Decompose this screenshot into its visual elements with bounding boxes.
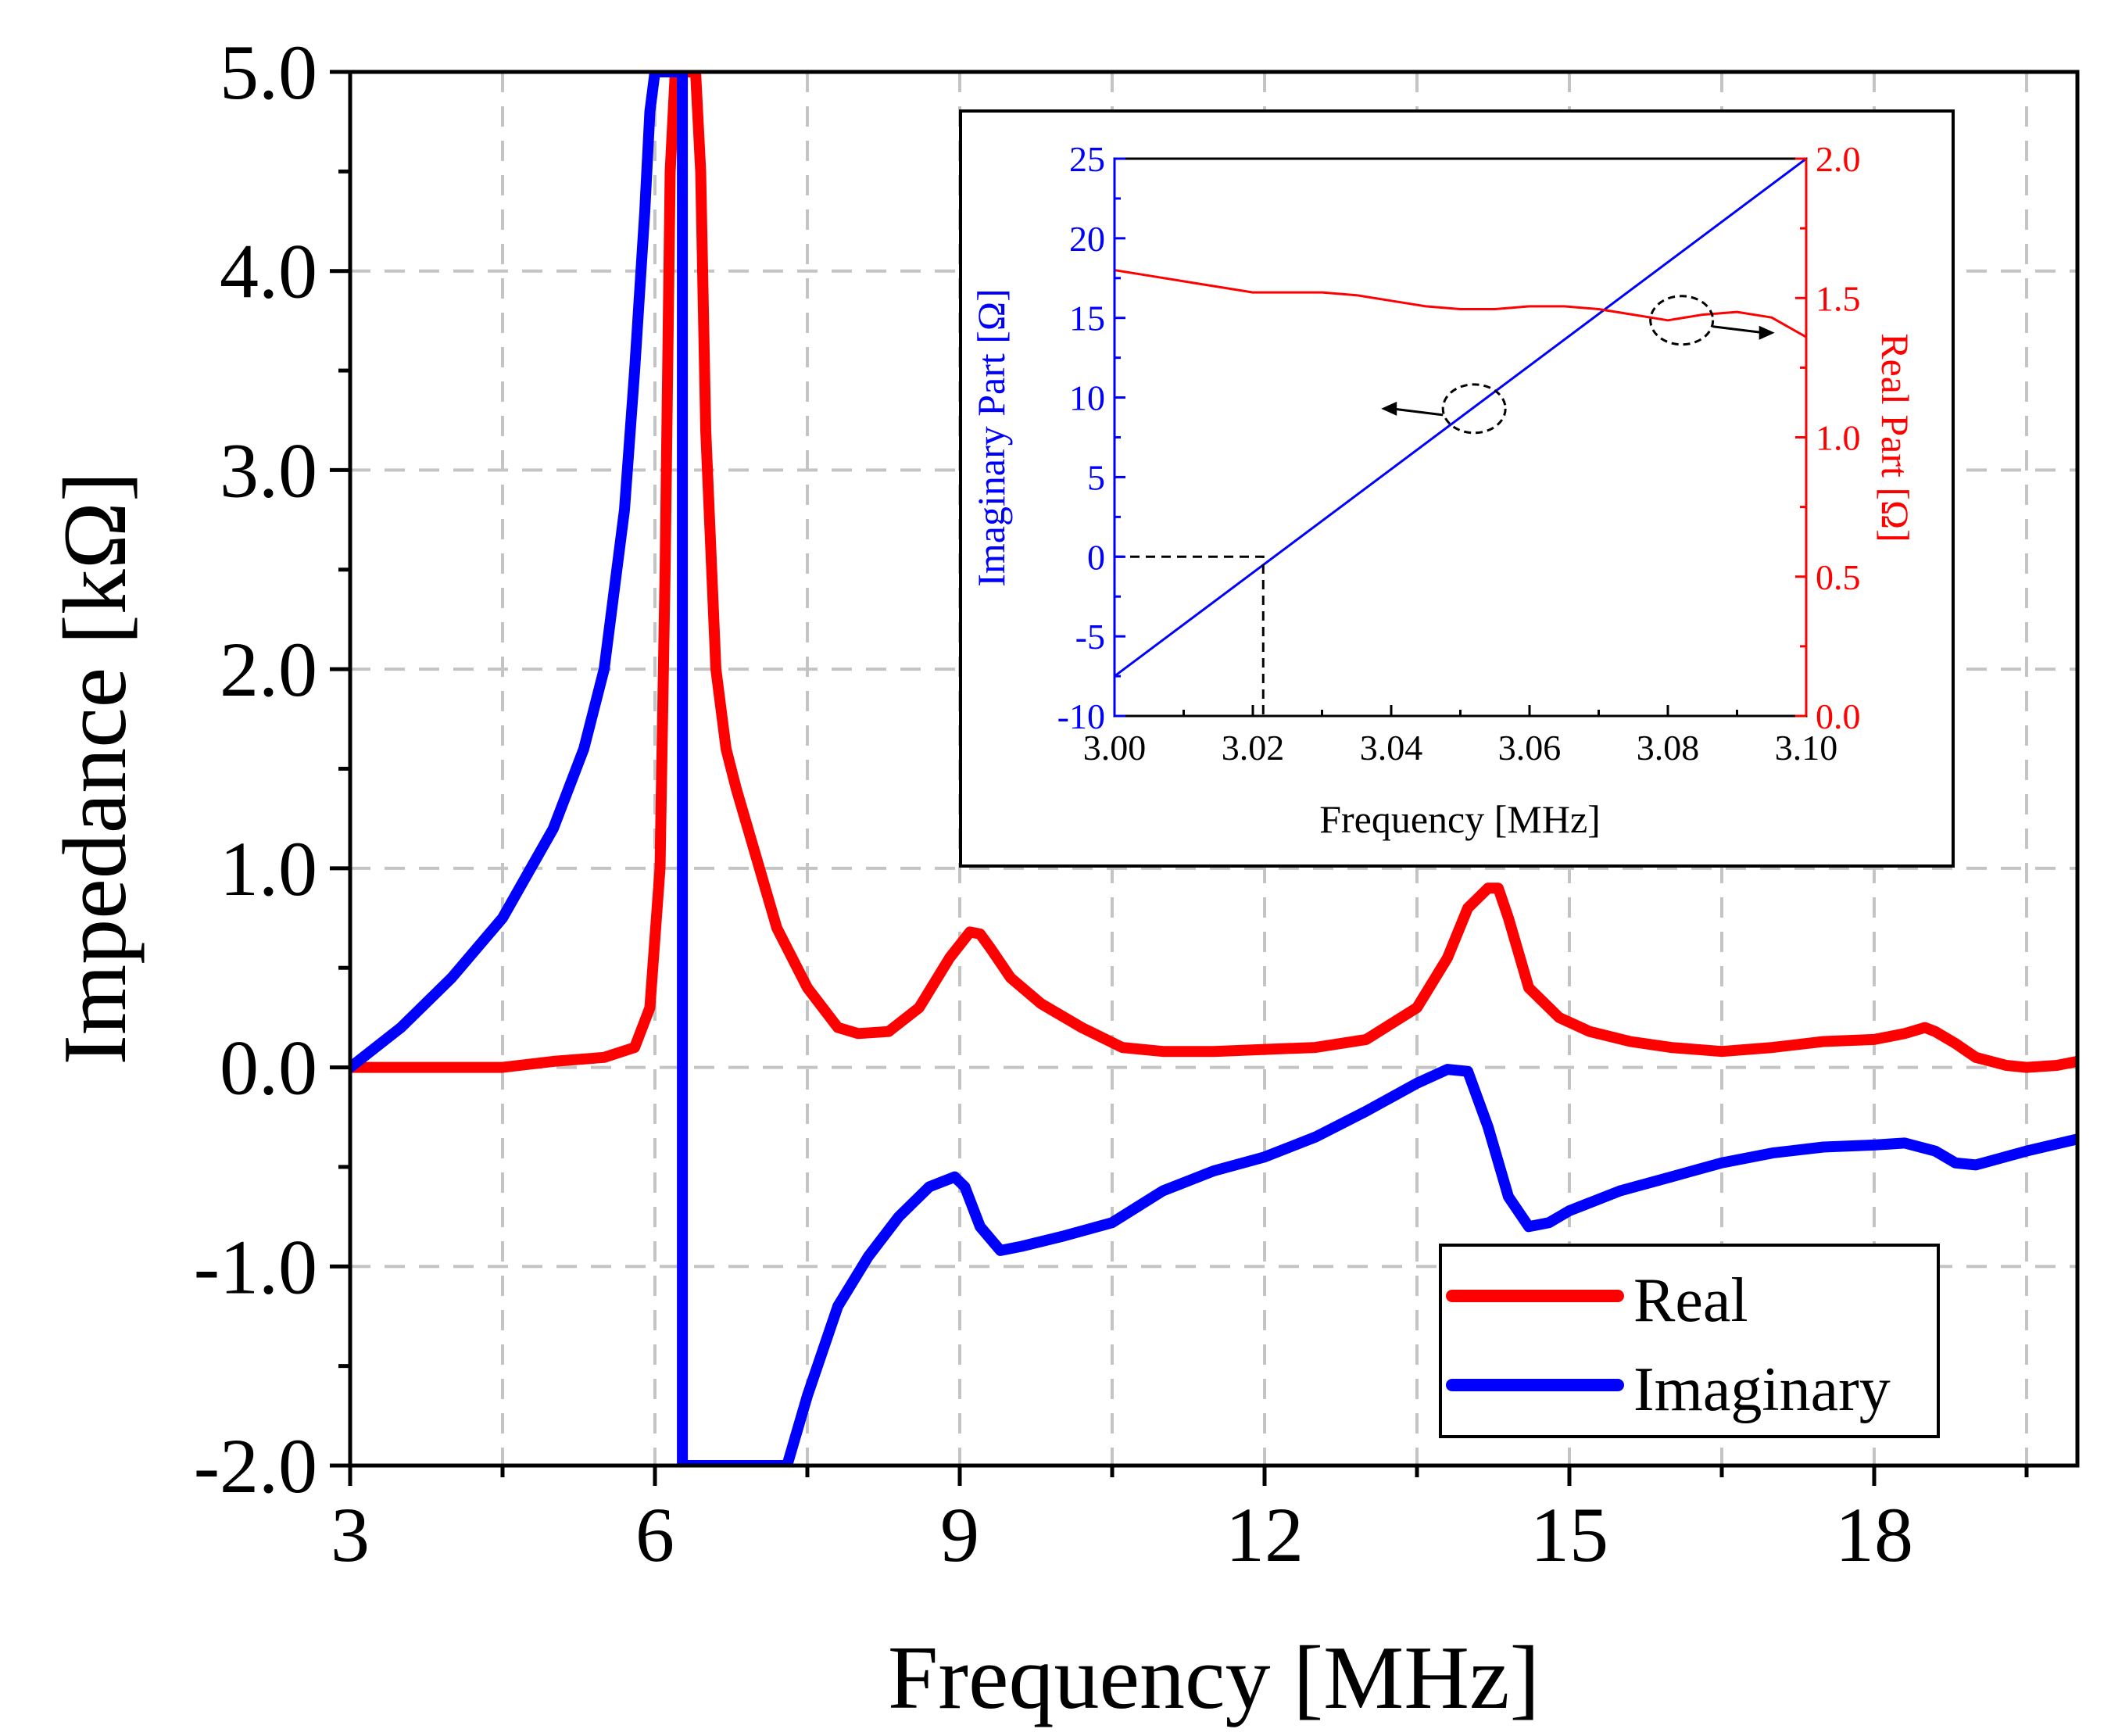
- x-tick-label: 9: [940, 1491, 979, 1578]
- y-tick-label: 2.0: [220, 626, 317, 713]
- inset-series-line-imaginary: [1115, 159, 1806, 678]
- inset-series-line-real: [1115, 269, 1806, 338]
- y-tick-label: 1.0: [220, 825, 317, 912]
- inset-left-tick-label: 0: [1087, 537, 1105, 577]
- inset-x-tick-label: 3.08: [1637, 728, 1700, 768]
- y-tick-label: -1.0: [194, 1223, 317, 1310]
- inset-right-tick-label: 1.0: [1816, 418, 1861, 458]
- y-tick-label: 3.0: [220, 427, 317, 514]
- inset-box: [959, 109, 1955, 868]
- inset-annotation-arrow-shaft: [1392, 407, 1444, 417]
- inset-x-tick-label: 3.04: [1360, 728, 1423, 768]
- inset-right-tick-label: 1.5: [1816, 278, 1861, 318]
- inset-annotation-arrow-head: [1759, 325, 1775, 340]
- inset-zero-crossing-marker: [1115, 555, 1265, 716]
- main-plot-area: [350, 72, 2077, 1466]
- inset-left-tick-label: 15: [1069, 299, 1105, 338]
- y-tick-label: 4.0: [220, 228, 317, 315]
- inset-plot-area: [1115, 159, 1806, 678]
- inset-left-tick-label: 25: [1069, 139, 1105, 179]
- inset-axis-ticks: 3.00 3.02 3.04 3.06 3.08 3.10 -10 -5 0 5 10 15 20 25 0…: [1057, 139, 1861, 768]
- legend-box: [1439, 1244, 1940, 1438]
- inset-left-tick-label: 10: [1069, 378, 1105, 418]
- inset-right-tick-label: 0.5: [1816, 557, 1861, 597]
- inset-x-tick-label: 3.06: [1498, 728, 1562, 768]
- y-tick-label: 5.0: [220, 29, 317, 116]
- inset-annotation-arrow-shaft: [1712, 325, 1764, 335]
- legend-label-real: Real: [1633, 1266, 1748, 1335]
- main-x-axis-title: Frequency [MHz]: [888, 1628, 1540, 1728]
- inset-right-axis-title: Real Part [Ω]: [1873, 333, 1917, 542]
- x-tick-label: 6: [635, 1491, 674, 1578]
- x-tick-label: 3: [331, 1491, 370, 1578]
- inset-annotation-arrow-head: [1381, 401, 1397, 416]
- y-tick-label: 0.0: [220, 1025, 317, 1111]
- legend: Real Imaginary: [1439, 1244, 1940, 1438]
- inset-annotation-circle: [1441, 383, 1507, 435]
- inset-annotation-circle: [1649, 295, 1715, 346]
- inset-annotations: [1115, 295, 1775, 716]
- main-axis-ticks: 3 6 9 12 15 18 -2.0 -1.0 0.0 1.0 2.0 3.0 4.0 5.0: [194, 29, 2029, 1578]
- inset-left-tick-label: 20: [1069, 219, 1105, 259]
- inset-left-axis-title: Imaginary Part [Ω]: [969, 288, 1013, 586]
- inset-left-tick-label: -5: [1075, 617, 1105, 657]
- inset-right-tick-label: 0.0: [1816, 696, 1861, 736]
- main-y-axis-title: Impedance [kΩ]: [45, 471, 145, 1065]
- legend-label-imaginary: Imaginary: [1633, 1355, 1891, 1424]
- inset-chart: 3.00 3.02 3.04 3.06 3.08 3.10 -10 -5 0 5 10 15 20 25 0…: [959, 109, 1955, 868]
- inset-left-tick-label: 5: [1087, 457, 1105, 497]
- y-tick-label: -2.0: [194, 1423, 317, 1509]
- inset-left-tick-label: -10: [1057, 696, 1105, 736]
- inset-x-axis-title: Frequency [MHz]: [1319, 797, 1601, 841]
- x-tick-label: 15: [1530, 1491, 1608, 1578]
- x-tick-label: 18: [1835, 1491, 1913, 1578]
- series-line-real: [350, 72, 2077, 1073]
- inset-x-tick-label: 3.10: [1775, 728, 1838, 768]
- inset-right-tick-label: 2.0: [1816, 139, 1861, 179]
- inset-x-tick-label: 3.00: [1083, 728, 1147, 768]
- series-line-imaginary: [350, 72, 2077, 1466]
- inset-x-tick-label: 3.02: [1222, 728, 1285, 768]
- x-tick-label: 12: [1225, 1491, 1304, 1578]
